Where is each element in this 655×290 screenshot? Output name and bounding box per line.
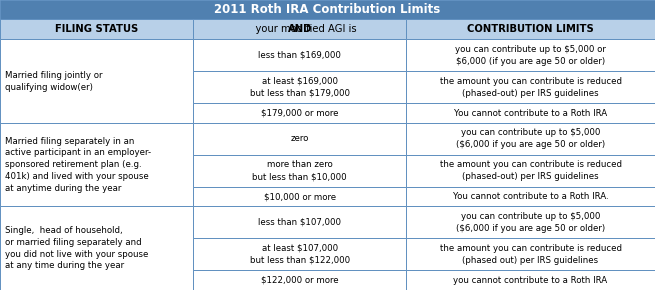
Text: zero: zero: [290, 134, 309, 143]
Bar: [406, 155, 655, 187]
Text: your modified AGI is: your modified AGI is: [243, 24, 356, 34]
Text: you can contribute up to $5,000
($6,000 if you are age 50 or older): you can contribute up to $5,000 ($6,000 …: [456, 212, 605, 233]
Bar: [193, 238, 406, 270]
Bar: [0, 206, 193, 290]
Text: AND: AND: [288, 24, 312, 34]
Text: you cannot contribute to a Roth IRA: you cannot contribute to a Roth IRA: [453, 276, 608, 284]
Bar: [406, 103, 655, 123]
Text: $122,000 or more: $122,000 or more: [261, 276, 339, 284]
Bar: [406, 270, 655, 290]
Bar: [406, 206, 655, 238]
Bar: [193, 19, 406, 39]
Text: the amount you can contribute is reduced
(phased out) per IRS guidelines: the amount you can contribute is reduced…: [440, 244, 622, 265]
Text: $179,000 or more: $179,000 or more: [261, 108, 339, 117]
Bar: [406, 39, 655, 71]
Text: the amount you can contribute is reduced
(phased-out) per IRS guidelines: the amount you can contribute is reduced…: [440, 160, 622, 181]
Text: 2011 Roth IRA Contribution Limits: 2011 Roth IRA Contribution Limits: [214, 3, 441, 16]
Bar: [0, 19, 193, 39]
Text: FILING STATUS: FILING STATUS: [55, 24, 138, 34]
Text: Married filing jointly or
qualifying widow(er): Married filing jointly or qualifying wid…: [5, 71, 102, 92]
Bar: [193, 123, 406, 155]
Bar: [406, 238, 655, 270]
Bar: [193, 71, 406, 103]
Text: less than $169,000: less than $169,000: [258, 51, 341, 60]
Bar: [406, 123, 655, 155]
Text: you can contribute up to $5,000 or
$6,000 (if you are age 50 or older): you can contribute up to $5,000 or $6,00…: [455, 45, 606, 66]
Bar: [406, 187, 655, 206]
Text: $10,000 or more: $10,000 or more: [263, 192, 336, 201]
Bar: [0, 0, 655, 19]
Bar: [193, 39, 406, 71]
Bar: [0, 123, 193, 206]
Bar: [193, 103, 406, 123]
Text: less than $107,000: less than $107,000: [258, 218, 341, 227]
Bar: [193, 155, 406, 187]
Text: Married filing separately in an
active participant in an employer-
sponsored ret: Married filing separately in an active p…: [5, 137, 151, 193]
Text: the amount you can contribute is reduced
(phased-out) per IRS guidelines: the amount you can contribute is reduced…: [440, 77, 622, 97]
Text: CONTRIBUTION LIMITS: CONTRIBUTION LIMITS: [467, 24, 594, 34]
Bar: [406, 71, 655, 103]
Bar: [193, 270, 406, 290]
Text: at least $107,000
but less than $122,000: at least $107,000 but less than $122,000: [250, 244, 350, 265]
Bar: [406, 19, 655, 39]
Text: at least $169,000
but less than $179,000: at least $169,000 but less than $179,000: [250, 77, 350, 97]
Bar: [0, 39, 193, 123]
Text: more than zero
but less than $10,000: more than zero but less than $10,000: [252, 160, 347, 181]
Bar: [193, 187, 406, 206]
Text: You cannot contribute to a Roth IRA: You cannot contribute to a Roth IRA: [454, 108, 607, 117]
Bar: [193, 206, 406, 238]
Text: You cannot contribute to a Roth IRA.: You cannot contribute to a Roth IRA.: [453, 192, 608, 201]
Text: you can contribute up to $5,000
($6,000 if you are age 50 or older): you can contribute up to $5,000 ($6,000 …: [456, 128, 605, 149]
Text: Single,  head of household,
or married filing separately and
you did not live wi: Single, head of household, or married fi…: [5, 226, 149, 271]
